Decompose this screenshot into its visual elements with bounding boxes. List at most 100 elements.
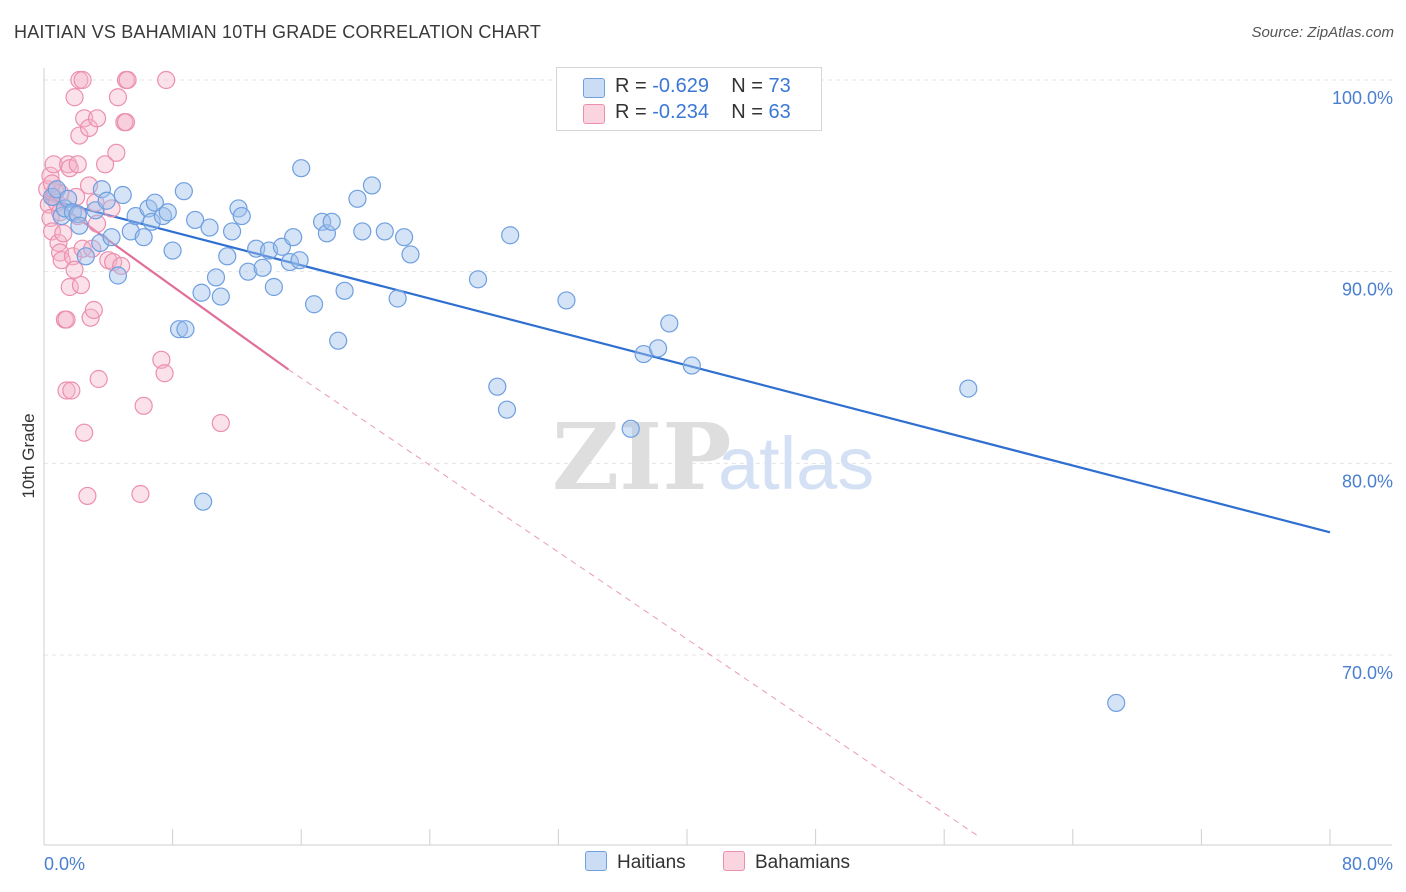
legend-n-label: N =: [731, 101, 769, 123]
haitian-point: [264, 277, 283, 297]
haitian-point: [239, 262, 258, 281]
bahamian-point: [131, 484, 150, 504]
bahamian-point: [71, 275, 91, 295]
haitian-point: [292, 159, 311, 178]
y-tick-label: 80.0%: [1342, 471, 1393, 491]
haitian-points: [42, 70, 1126, 713]
bahamian-point: [134, 396, 153, 415]
legend-r-label: R =: [615, 101, 653, 123]
trend-line-bahamians-extension: [288, 369, 980, 838]
bahamian-point: [57, 381, 76, 400]
bahamian-point: [75, 109, 94, 128]
bahamian-point: [70, 126, 89, 145]
haitian-point: [163, 241, 182, 260]
bahamian-point: [89, 369, 108, 389]
legend-n-label: N =: [731, 75, 769, 97]
y-axis-label: 10th Grade: [19, 413, 38, 498]
haitian-point: [192, 283, 211, 302]
y-tick-label: 70.0%: [1342, 663, 1393, 683]
trend-line-haitians: [45, 197, 1331, 534]
bottom-legend-haitians: Haitians: [585, 851, 686, 874]
bahamian-point: [65, 88, 84, 107]
bahamian-point: [68, 155, 87, 174]
bahamian-point: [57, 310, 76, 329]
bahamian-point: [152, 350, 171, 369]
bahamian-point: [73, 70, 92, 90]
haitian-point: [232, 206, 251, 226]
watermark-atlas: atlas: [718, 422, 874, 505]
legend-swatch-bahamians: [583, 104, 605, 124]
haitian-point: [134, 228, 153, 247]
y-tick-label: 90.0%: [1342, 280, 1393, 300]
bahamian-point: [41, 208, 60, 228]
haitian-point: [102, 228, 121, 247]
haitian-point: [468, 270, 488, 289]
bahamian-point: [78, 486, 97, 506]
bahamian-point: [108, 88, 128, 107]
trend-line-bahamians: [44, 194, 289, 371]
haitian-point: [169, 320, 189, 339]
haitian-point: [388, 289, 407, 308]
bahamian-point: [42, 174, 62, 193]
bottom-legend-bahamians: Bahamians: [723, 851, 850, 874]
haitian-point: [660, 314, 679, 333]
bahamian-point: [87, 214, 107, 233]
haitian-point: [194, 492, 213, 511]
haitian-point: [557, 291, 576, 310]
bahamian-point: [60, 277, 79, 297]
y-tick-label: 100.0%: [1332, 88, 1393, 108]
haitian-point: [335, 281, 354, 300]
bahamian-point: [155, 364, 174, 383]
haitian-point: [200, 218, 219, 237]
bahamian-point: [118, 70, 137, 90]
bottom-legend-label-haitians: Haitians: [617, 852, 686, 873]
haitian-point: [329, 331, 348, 350]
haitian-point: [158, 203, 177, 222]
haitian-point: [91, 233, 110, 253]
haitian-point: [284, 228, 303, 247]
haitian-point: [648, 339, 668, 358]
haitian-point: [959, 379, 978, 398]
haitian-point: [174, 182, 193, 201]
haitian-point: [253, 258, 272, 277]
legend-swatch-haitians: [583, 78, 605, 98]
haitian-point: [501, 226, 520, 245]
haitian-point: [312, 212, 332, 231]
haitian-point: [1107, 693, 1126, 713]
bahamian-point: [84, 300, 103, 320]
x-tick-label-min: 0.0%: [44, 854, 85, 874]
bahamian-point: [75, 423, 94, 442]
haitian-point: [113, 185, 132, 205]
haitian-point: [375, 222, 394, 241]
bottom-legend-swatch-bahamians: [723, 851, 745, 871]
legend-r-label: R =: [615, 75, 653, 97]
haitian-point: [76, 247, 95, 266]
bahamian-point: [107, 143, 126, 162]
haitian-point: [290, 251, 309, 270]
haitian-point: [97, 191, 116, 210]
bahamian-point: [65, 260, 84, 279]
y-tick-labels: 100.0% 90.0% 80.0% 70.0%: [1332, 88, 1393, 683]
haitian-point: [621, 419, 640, 438]
haitian-point: [322, 212, 341, 231]
bottom-legend-label-bahamians: Bahamians: [755, 852, 851, 873]
bahamian-point: [42, 222, 62, 241]
trend-lines: [44, 194, 1331, 838]
bahamian-point: [62, 381, 81, 400]
bahamian-point: [116, 113, 136, 132]
bahamian-point: [112, 256, 131, 276]
haitian-point: [145, 193, 165, 212]
bahamian-point: [63, 247, 83, 266]
haitian-point: [497, 400, 517, 419]
bahamian-point: [95, 155, 115, 174]
bahamian-point: [54, 224, 73, 243]
bahamian-point: [52, 251, 71, 270]
haitian-point: [353, 222, 372, 241]
haitian-point: [682, 356, 701, 375]
haitian-point: [401, 245, 420, 264]
haitian-point: [142, 212, 161, 231]
haitian-point: [317, 224, 337, 243]
bahamian-point: [157, 70, 176, 90]
haitian-point: [92, 180, 111, 199]
